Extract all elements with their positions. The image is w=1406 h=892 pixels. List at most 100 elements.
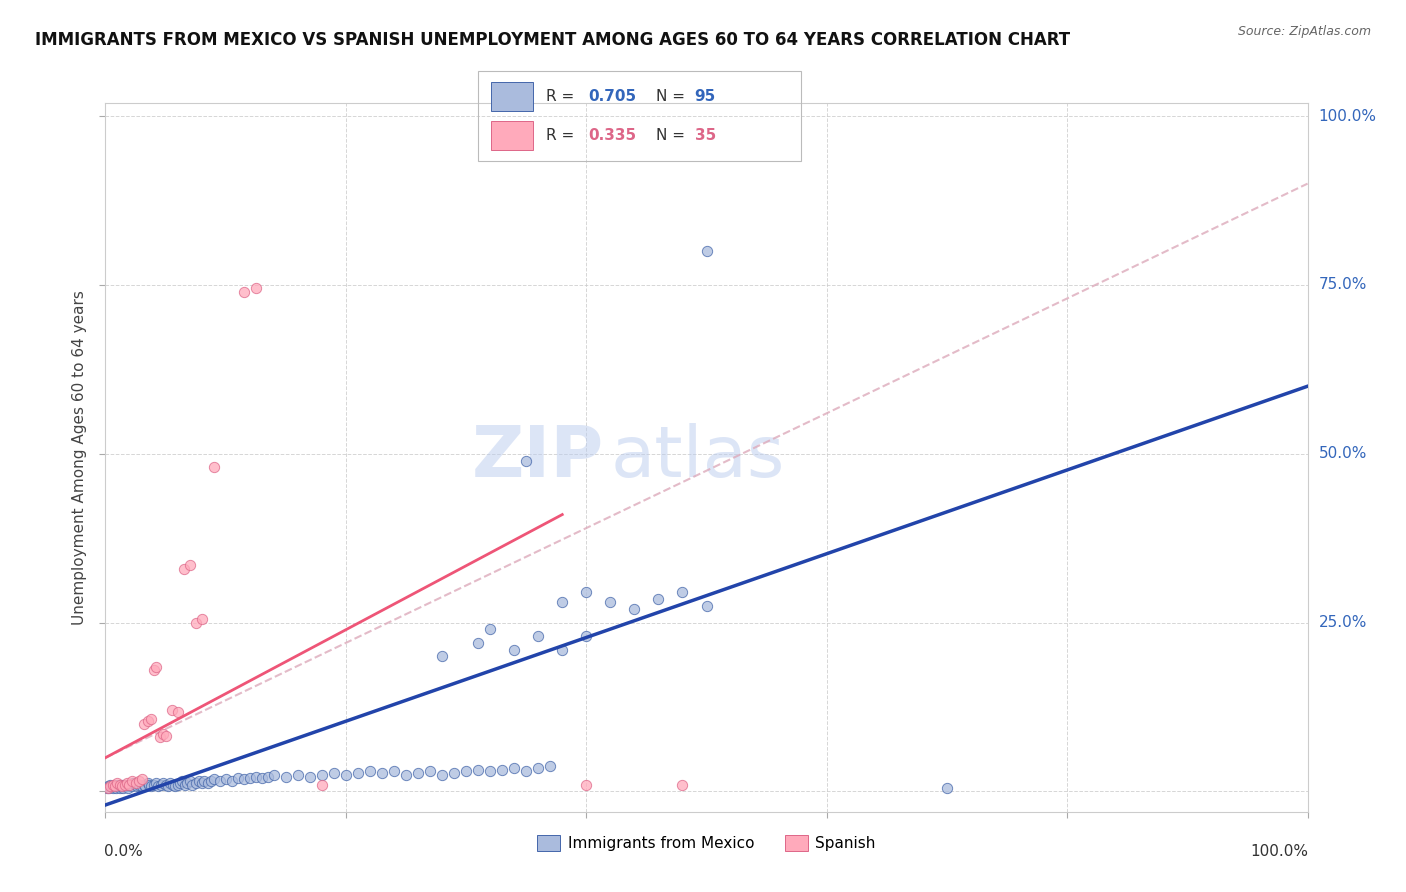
- Point: [274, 770, 297, 784]
- Point: [145, 776, 167, 790]
- Point: [165, 779, 187, 793]
- Point: [173, 561, 195, 575]
- Point: [122, 776, 145, 790]
- Point: [430, 649, 453, 664]
- Point: [166, 705, 188, 719]
- Point: [181, 778, 204, 792]
- Text: N =: N =: [657, 89, 690, 103]
- Point: [121, 774, 143, 789]
- Point: [335, 767, 357, 781]
- Point: [430, 767, 453, 781]
- Bar: [491, 121, 533, 150]
- Point: [256, 770, 278, 784]
- Point: [148, 779, 170, 793]
- Point: [114, 779, 136, 793]
- Point: [575, 778, 598, 792]
- Point: [96, 781, 118, 796]
- Point: [322, 765, 344, 780]
- Point: [136, 776, 159, 790]
- Text: 0.335: 0.335: [588, 128, 636, 143]
- Point: [190, 612, 212, 626]
- Point: [131, 779, 153, 793]
- Point: [467, 763, 489, 777]
- Point: [159, 776, 181, 790]
- Point: [503, 642, 526, 657]
- Text: R =: R =: [546, 89, 579, 103]
- Text: 35: 35: [695, 128, 716, 143]
- Text: 25.0%: 25.0%: [1319, 615, 1367, 630]
- Point: [245, 770, 267, 784]
- Point: [125, 779, 148, 793]
- Point: [263, 767, 285, 781]
- Text: 100.0%: 100.0%: [1251, 844, 1309, 859]
- Point: [112, 781, 135, 796]
- Point: [142, 778, 165, 792]
- Bar: [491, 82, 533, 111]
- Point: [200, 774, 222, 789]
- Point: [111, 779, 134, 793]
- Point: [101, 781, 124, 796]
- Point: [479, 623, 502, 637]
- Point: [111, 778, 134, 792]
- Point: [491, 763, 513, 777]
- Point: [107, 779, 129, 793]
- Point: [671, 778, 693, 792]
- Point: [647, 592, 669, 607]
- Point: [105, 781, 128, 796]
- Text: Source: ZipAtlas.com: Source: ZipAtlas.com: [1237, 25, 1371, 38]
- Point: [671, 585, 693, 599]
- Point: [250, 771, 273, 785]
- Point: [152, 776, 174, 790]
- Point: [197, 776, 219, 790]
- Point: [124, 776, 146, 790]
- Point: [166, 778, 188, 792]
- Point: [575, 585, 598, 599]
- Point: [245, 281, 267, 295]
- Point: [232, 285, 254, 299]
- Point: [193, 774, 215, 789]
- Point: [149, 778, 172, 792]
- Point: [97, 781, 120, 796]
- Point: [117, 781, 139, 796]
- Point: [395, 767, 418, 781]
- Point: [115, 778, 138, 792]
- Point: [139, 712, 162, 726]
- Point: [202, 772, 225, 787]
- Point: [382, 764, 405, 779]
- Text: 0.0%: 0.0%: [104, 844, 143, 859]
- Point: [184, 615, 207, 630]
- Point: [287, 767, 309, 781]
- Point: [169, 776, 191, 790]
- Point: [108, 778, 131, 792]
- Point: [371, 765, 394, 780]
- Point: [599, 595, 621, 609]
- Point: [623, 602, 645, 616]
- Point: [479, 764, 502, 779]
- Point: [124, 778, 146, 792]
- Point: [214, 772, 236, 787]
- Text: N =: N =: [657, 128, 690, 143]
- Point: [179, 558, 201, 573]
- Point: [155, 729, 177, 743]
- Point: [419, 764, 441, 779]
- Point: [131, 772, 153, 787]
- Point: [406, 765, 429, 780]
- Point: [139, 779, 162, 793]
- Point: [115, 776, 138, 790]
- Text: ZIP: ZIP: [472, 423, 605, 491]
- Point: [98, 781, 121, 796]
- Point: [298, 770, 321, 784]
- Point: [142, 663, 165, 677]
- Text: 100.0%: 100.0%: [1319, 109, 1376, 124]
- Point: [359, 764, 381, 779]
- Point: [104, 779, 127, 793]
- Point: [232, 772, 254, 787]
- Point: [173, 778, 195, 792]
- Point: [221, 774, 243, 789]
- Point: [128, 774, 150, 789]
- Point: [136, 714, 159, 728]
- Point: [108, 781, 131, 796]
- Point: [156, 779, 179, 793]
- Point: [98, 779, 121, 793]
- Point: [551, 595, 574, 609]
